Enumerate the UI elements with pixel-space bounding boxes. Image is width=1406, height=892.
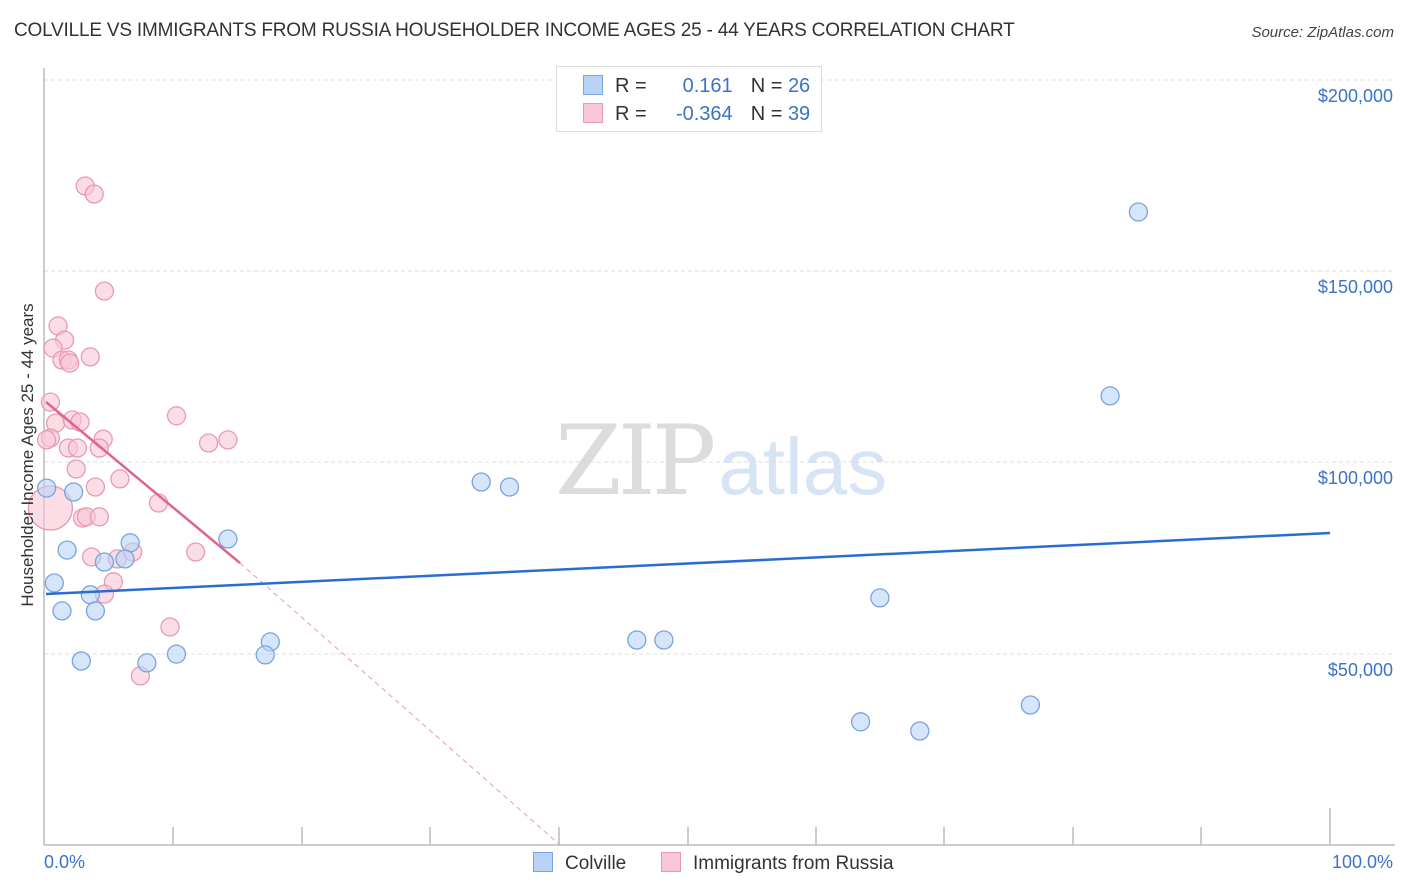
russia-point [198, 433, 219, 453]
colville-point [115, 549, 135, 569]
russia-point [80, 347, 100, 367]
colville-point [1020, 695, 1041, 715]
legend-label: Colville [565, 853, 627, 874]
chart-title: COLVILLE VS IMMIGRANTS FROM RUSSIA HOUSE… [14, 20, 1015, 41]
n-label: N = [750, 75, 783, 97]
legend-row-colville: R = 0.161 N = 26 [583, 75, 810, 99]
colville-point [63, 482, 84, 502]
russia-point [160, 617, 180, 637]
russia-point [84, 184, 104, 204]
gridlines [44, 79, 1395, 655]
y-tick-50k: $50,000 [1327, 660, 1393, 680]
y-axis-label: Householder Income Ages 25 - 44 years [18, 303, 37, 607]
russia-point [110, 469, 130, 489]
russia-point [36, 430, 57, 450]
colville-point [85, 601, 106, 621]
colville-points [36, 202, 1149, 741]
colville-trend-line [45, 531, 1331, 596]
colville-point [499, 477, 520, 497]
axes [43, 68, 1395, 846]
r-label: R = [615, 75, 647, 97]
y-tick-200k: $200,000 [1317, 86, 1393, 106]
y-tick-100k: $100,000 [1317, 468, 1393, 488]
correlation-legend: R = 0.161 N = 26 R = -0.364 N = 39 [556, 66, 822, 132]
legend-label: Immigrants from Russia [693, 853, 894, 874]
russia-point [67, 438, 88, 458]
colville-point [94, 552, 115, 572]
source-label: Source: ZipAtlas.com [1251, 24, 1394, 41]
russia-point [85, 477, 106, 497]
colville-point [120, 533, 140, 553]
colville-point [627, 630, 647, 650]
colville-point [57, 540, 77, 560]
colville-swatch-icon [583, 75, 603, 95]
colville-point [218, 529, 238, 549]
russia-legend-swatch-icon [661, 852, 681, 872]
y-tick-150k: $150,000 [1317, 277, 1393, 297]
colville-point [1100, 386, 1120, 406]
russia-point [94, 281, 115, 301]
colville-point [52, 601, 72, 621]
colville-point [36, 478, 57, 498]
russia-point [89, 507, 109, 527]
russia-point [186, 542, 206, 562]
legend-item-russia[interactable]: Immigrants from Russia [661, 852, 894, 875]
n-value: 39 [787, 103, 811, 125]
r-value: 0.161 [682, 75, 733, 97]
russia-trend-extension [239, 562, 561, 846]
russia-point [166, 406, 187, 426]
russia-swatch-icon [583, 103, 603, 123]
colville-point [910, 721, 930, 741]
russia-point [218, 430, 238, 450]
watermark-zip: ZIP [555, 405, 716, 517]
colville-point [166, 644, 187, 664]
colville-point [654, 630, 674, 650]
watermark: ZIPatlas [555, 405, 887, 517]
colville-point [255, 645, 275, 665]
colville-point [471, 472, 491, 492]
colville-point [80, 585, 100, 605]
colville-point [870, 588, 890, 608]
x-tick-max: 100.0% [1331, 852, 1393, 872]
russia-point [60, 353, 80, 373]
colville-point [71, 651, 91, 671]
n-label: N = [750, 103, 783, 125]
colville-point [137, 653, 157, 673]
legend-row-russia: R = -0.364 N = 39 [583, 103, 810, 127]
russia-point [40, 392, 61, 412]
x-tick-min: 0.0% [44, 852, 86, 872]
legend-item-colville[interactable]: Colville [533, 852, 626, 875]
russia-trend-line [45, 401, 241, 564]
r-label: R = [615, 103, 647, 125]
n-value: 26 [787, 75, 811, 97]
colville-point [1128, 202, 1149, 222]
r-value: -0.364 [675, 103, 733, 125]
colville-legend-swatch-icon [533, 852, 553, 872]
colville-point [44, 573, 64, 593]
russia-point [66, 459, 86, 479]
colville-point [850, 712, 871, 732]
russia-point [70, 412, 90, 432]
watermark-atlas: atlas [718, 422, 888, 511]
